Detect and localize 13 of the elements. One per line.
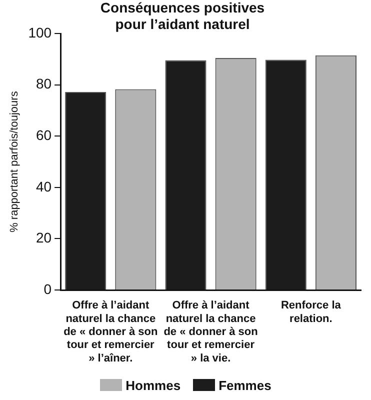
x-tick-label: Offre à l’aidant naturel la chance de « donner à son tour et remercier » l’aîner.: [64, 300, 158, 364]
chart-title: Conséquences positives pour l’aidant naturel: [100, 0, 265, 32]
y-tick-label: 20: [36, 230, 52, 246]
x-tick-label: Renforce la relation.: [280, 300, 342, 325]
y-axis-title: % rapportant parfois/toujours: [8, 90, 21, 232]
y-tick-label: 100: [28, 24, 52, 40]
legend-label: Femmes: [218, 378, 272, 392]
x-tick-label: Offre à l’aidant naturel la chance de « donner à son tour et remercier » la vie.: [164, 300, 258, 364]
y-tick-label: 80: [36, 76, 52, 92]
y-tick-label: 0: [44, 280, 52, 297]
legend-label: Hommes: [126, 378, 181, 392]
y-tick-label: 60: [36, 127, 52, 144]
y-tick-label: 40: [36, 178, 52, 194]
